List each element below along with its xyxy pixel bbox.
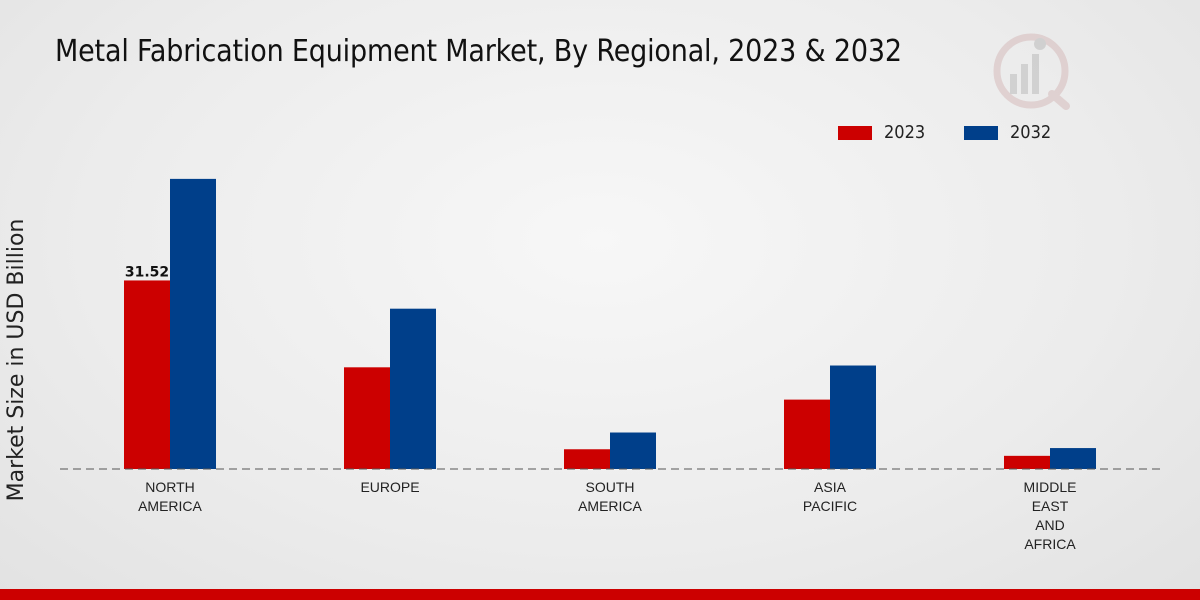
chart-legend: 2023 2032	[838, 122, 1090, 143]
x-tick-label: ASIA	[814, 479, 847, 495]
bar-2023-3	[784, 399, 830, 469]
legend-item-2032: 2032	[963, 122, 1056, 143]
x-tick-label: SOUTH	[586, 479, 635, 495]
bar-2032-3	[830, 365, 876, 469]
bar-2023-1	[344, 367, 390, 469]
chart-title: Metal Fabrication Equipment Market, By R…	[55, 34, 902, 69]
bar-2032-4	[1050, 448, 1096, 469]
x-tick-label: PACIFIC	[803, 498, 857, 514]
bottom-accent-bar	[0, 589, 1200, 600]
legend-label-2032: 2032	[1009, 122, 1052, 143]
x-tick-label: AMERICA	[578, 498, 642, 514]
bar-2023-2	[564, 449, 610, 469]
x-tick-label: MIDDLE	[1024, 479, 1077, 495]
x-tick-label: EAST	[1032, 498, 1069, 514]
legend-item-2023: 2023	[838, 122, 930, 143]
bar-2023-0	[124, 280, 170, 469]
x-tick-label: EUROPE	[360, 479, 419, 495]
x-tick-label: AFRICA	[1024, 536, 1076, 552]
x-tick-label: AMERICA	[138, 498, 202, 514]
legend-swatch-2032	[963, 125, 998, 140]
legend-swatch-2023	[838, 125, 872, 140]
bar-2032-2	[610, 432, 656, 469]
x-tick-label: AND	[1035, 517, 1065, 533]
bar-2023-4	[1004, 455, 1050, 469]
legend-label-2023: 2023	[884, 122, 926, 143]
data-label: 31.52	[125, 264, 169, 280]
bar-2032-0	[170, 178, 216, 469]
x-tick-label: NORTH	[145, 479, 195, 495]
bar-2032-1	[390, 308, 436, 469]
brand-logo-icon	[993, 33, 1070, 110]
